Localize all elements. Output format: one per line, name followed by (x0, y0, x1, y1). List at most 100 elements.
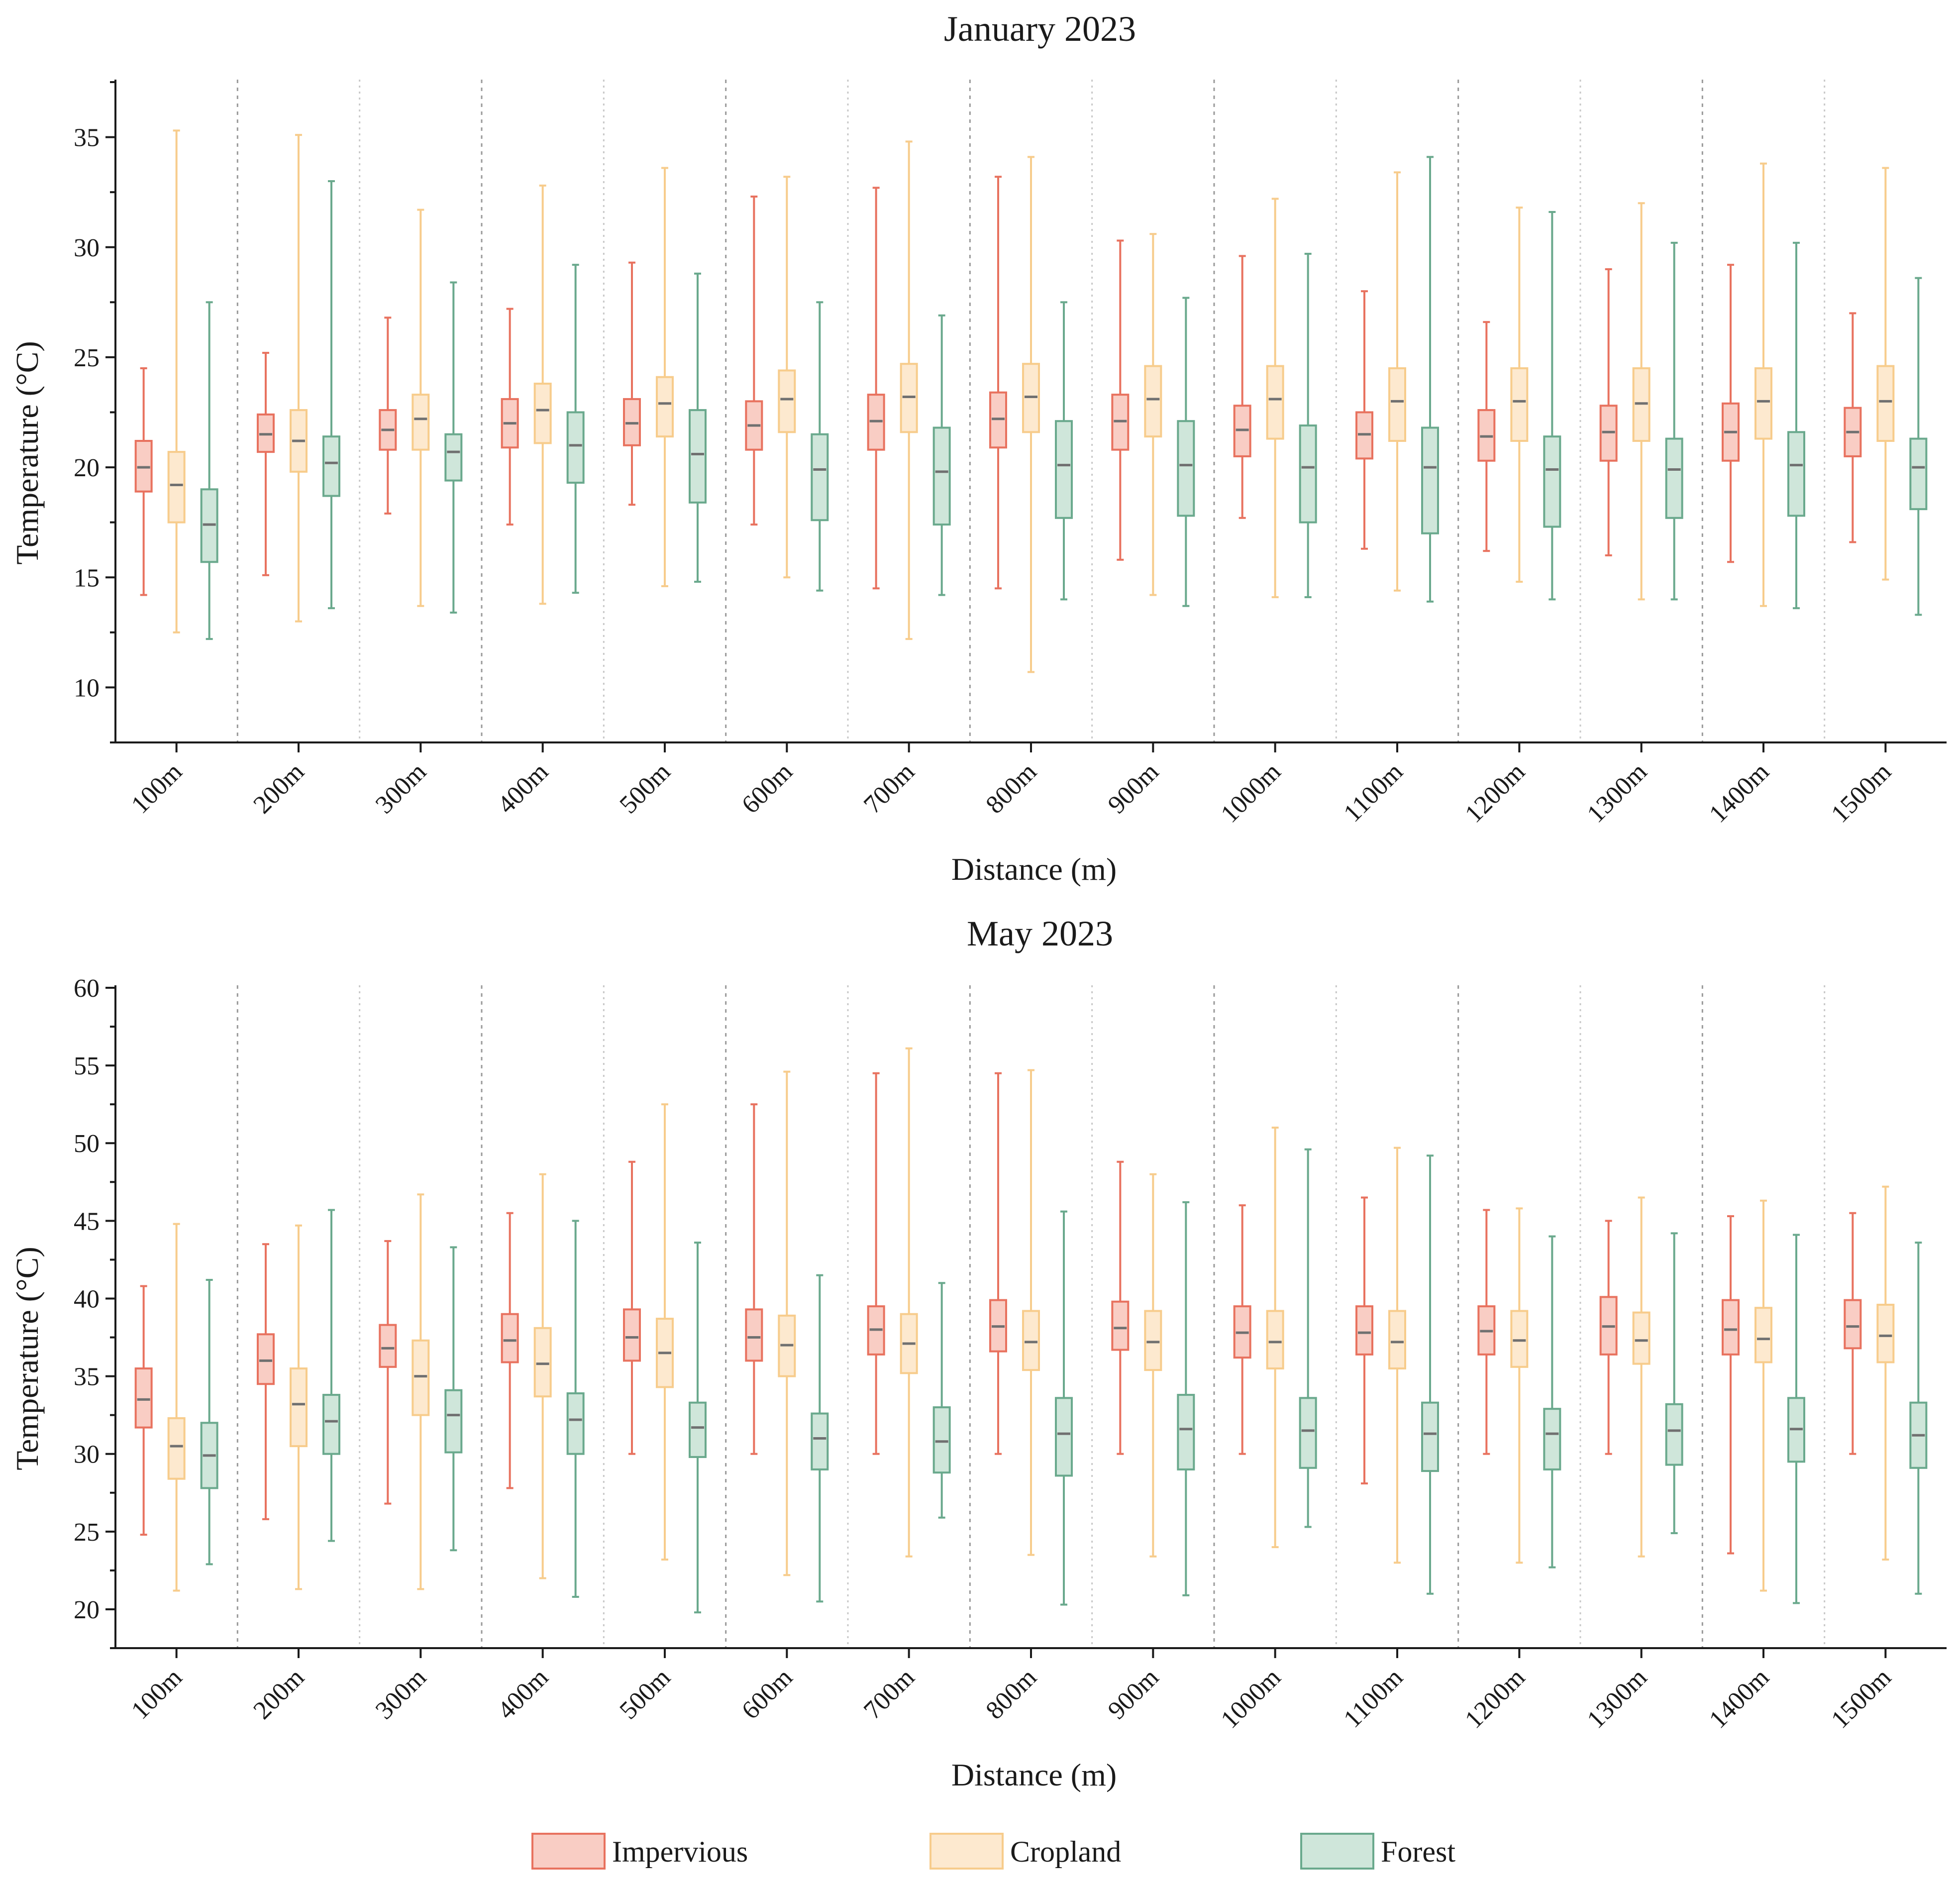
x-tick-label: 200m (248, 1663, 309, 1725)
box-iqr (379, 1324, 397, 1368)
box-impervious-1200m (1477, 321, 1496, 552)
box-iqr (1055, 1397, 1073, 1477)
box-iqr (1754, 1307, 1772, 1363)
box-impervious-600m (745, 1103, 763, 1455)
y-tick-label: 60 (74, 974, 100, 1003)
legend-item-impervious: Impervious (531, 1833, 748, 1870)
box-cropland-700m (900, 1047, 918, 1558)
box-cropland-200m (290, 1224, 308, 1590)
box-cropland-600m (778, 1070, 796, 1576)
box-iqr (1510, 1310, 1529, 1368)
box-iqr (1909, 437, 1928, 511)
box-impervious-300m (379, 316, 397, 515)
box-iqr (1665, 437, 1683, 519)
y-tick-label: 20 (74, 1596, 100, 1624)
box-impervious-1300m (1599, 268, 1618, 557)
box-cropland-1100m (1388, 1147, 1406, 1564)
box-impervious-1100m (1355, 1196, 1373, 1485)
box-iqr (1266, 365, 1284, 440)
x-tick-label: 900m (1103, 757, 1164, 819)
box-forest-1400m (1787, 241, 1805, 610)
box-iqr (1022, 1310, 1040, 1371)
x-tick-label: 500m (614, 1663, 676, 1725)
box-cropland-600m (778, 176, 796, 579)
box-iqr (623, 1308, 641, 1362)
x-tick-label: 1400m (1704, 1663, 1774, 1734)
box-iqr (1266, 1310, 1284, 1369)
box-cropland-1300m (1632, 202, 1651, 601)
box-iqr (1722, 1299, 1740, 1356)
box-iqr (322, 435, 340, 497)
y-tick-label: 55 (74, 1052, 100, 1080)
box-iqr (811, 1412, 829, 1470)
box-cropland-1200m (1510, 1207, 1529, 1564)
box-iqr (290, 1367, 308, 1448)
x-tick-label: 800m (980, 757, 1042, 819)
box-impervious-1000m (1233, 255, 1251, 519)
box-forest-600m (811, 1274, 829, 1603)
box-impervious-900m (1111, 1160, 1130, 1455)
box-cropland-1000m (1266, 1127, 1284, 1549)
box-forest-1000m (1299, 253, 1317, 599)
box-forest-1200m (1543, 1235, 1561, 1569)
y-tick-label: 50 (74, 1130, 100, 1158)
box-impervious-900m (1111, 239, 1130, 561)
box-impervious-200m (257, 1243, 275, 1520)
box-iqr (1632, 1311, 1651, 1365)
x-tick-label: 300m (370, 1663, 432, 1725)
box-cropland-1500m (1876, 1185, 1895, 1561)
box-impervious-100m (134, 367, 153, 596)
box-cropland-800m (1022, 156, 1040, 673)
box-forest-700m (932, 314, 951, 596)
box-impervious-800m (989, 1072, 1007, 1455)
y-tick-label: 25 (74, 344, 100, 372)
box-iqr (1177, 1394, 1195, 1470)
box-iqr (1144, 365, 1162, 438)
box-cropland-1300m (1632, 1196, 1651, 1558)
box-cropland-1400m (1754, 1199, 1772, 1592)
y-tick-label: 40 (74, 1285, 100, 1313)
box-forest-1200m (1543, 210, 1561, 601)
box-iqr (1388, 367, 1406, 442)
x-tick-label: 1200m (1459, 757, 1530, 828)
box-forest-800m (1055, 301, 1073, 601)
box-iqr (134, 1367, 153, 1429)
chart-panel-january: January 2023 Distance (m) Temperature (°… (9, 9, 1947, 887)
box-impervious-1100m (1355, 290, 1373, 550)
box-cropland-1500m (1876, 167, 1895, 581)
x-tick-label: 600m (736, 1663, 798, 1725)
box-forest-300m (444, 1246, 463, 1552)
box-iqr (745, 1308, 763, 1362)
y-tick-label: 30 (74, 234, 100, 262)
x-tick-label: 100m (126, 757, 188, 819)
plot-area: 10 15 20 25 30 35 100m 200m 300m 400m 500m 600m 700m… (74, 80, 1947, 829)
x-tick-label: 1000m (1216, 1663, 1286, 1734)
box-iqr (444, 433, 463, 482)
box-forest-1300m (1665, 1232, 1683, 1534)
box-impervious-1300m (1599, 1220, 1618, 1455)
plot-area: 20 25 30 35 40 45 50 55 60 100m 200m 300m 400m 500m 60… (74, 974, 1947, 1734)
legend-swatch-cropland (929, 1833, 1004, 1870)
box-iqr (932, 1406, 951, 1474)
x-tick-label: 400m (492, 757, 554, 819)
box-iqr (167, 451, 186, 523)
box-iqr (811, 433, 829, 522)
box-impervious-1400m (1722, 1215, 1740, 1555)
box-cropland-500m (656, 167, 674, 587)
x-tick-label: 1300m (1582, 757, 1652, 828)
box-forest-1400m (1787, 1234, 1805, 1604)
x-tick-label: 1500m (1826, 1663, 1896, 1734)
box-forest-1500m (1909, 277, 1928, 616)
y-tick-label: 45 (74, 1207, 100, 1236)
box-cropland-200m (290, 134, 308, 623)
box-forest-400m (566, 264, 585, 594)
box-iqr (1355, 1305, 1373, 1356)
box-impervious-200m (257, 352, 275, 576)
box-forest-200m (322, 1209, 340, 1542)
box-impervious-500m (623, 1160, 641, 1455)
box-iqr (1421, 426, 1439, 534)
legend: Impervious Cropland Forest (531, 1833, 1455, 1870)
box-forest-600m (811, 301, 829, 592)
box-iqr (1177, 420, 1195, 517)
box-iqr (1421, 1401, 1439, 1472)
